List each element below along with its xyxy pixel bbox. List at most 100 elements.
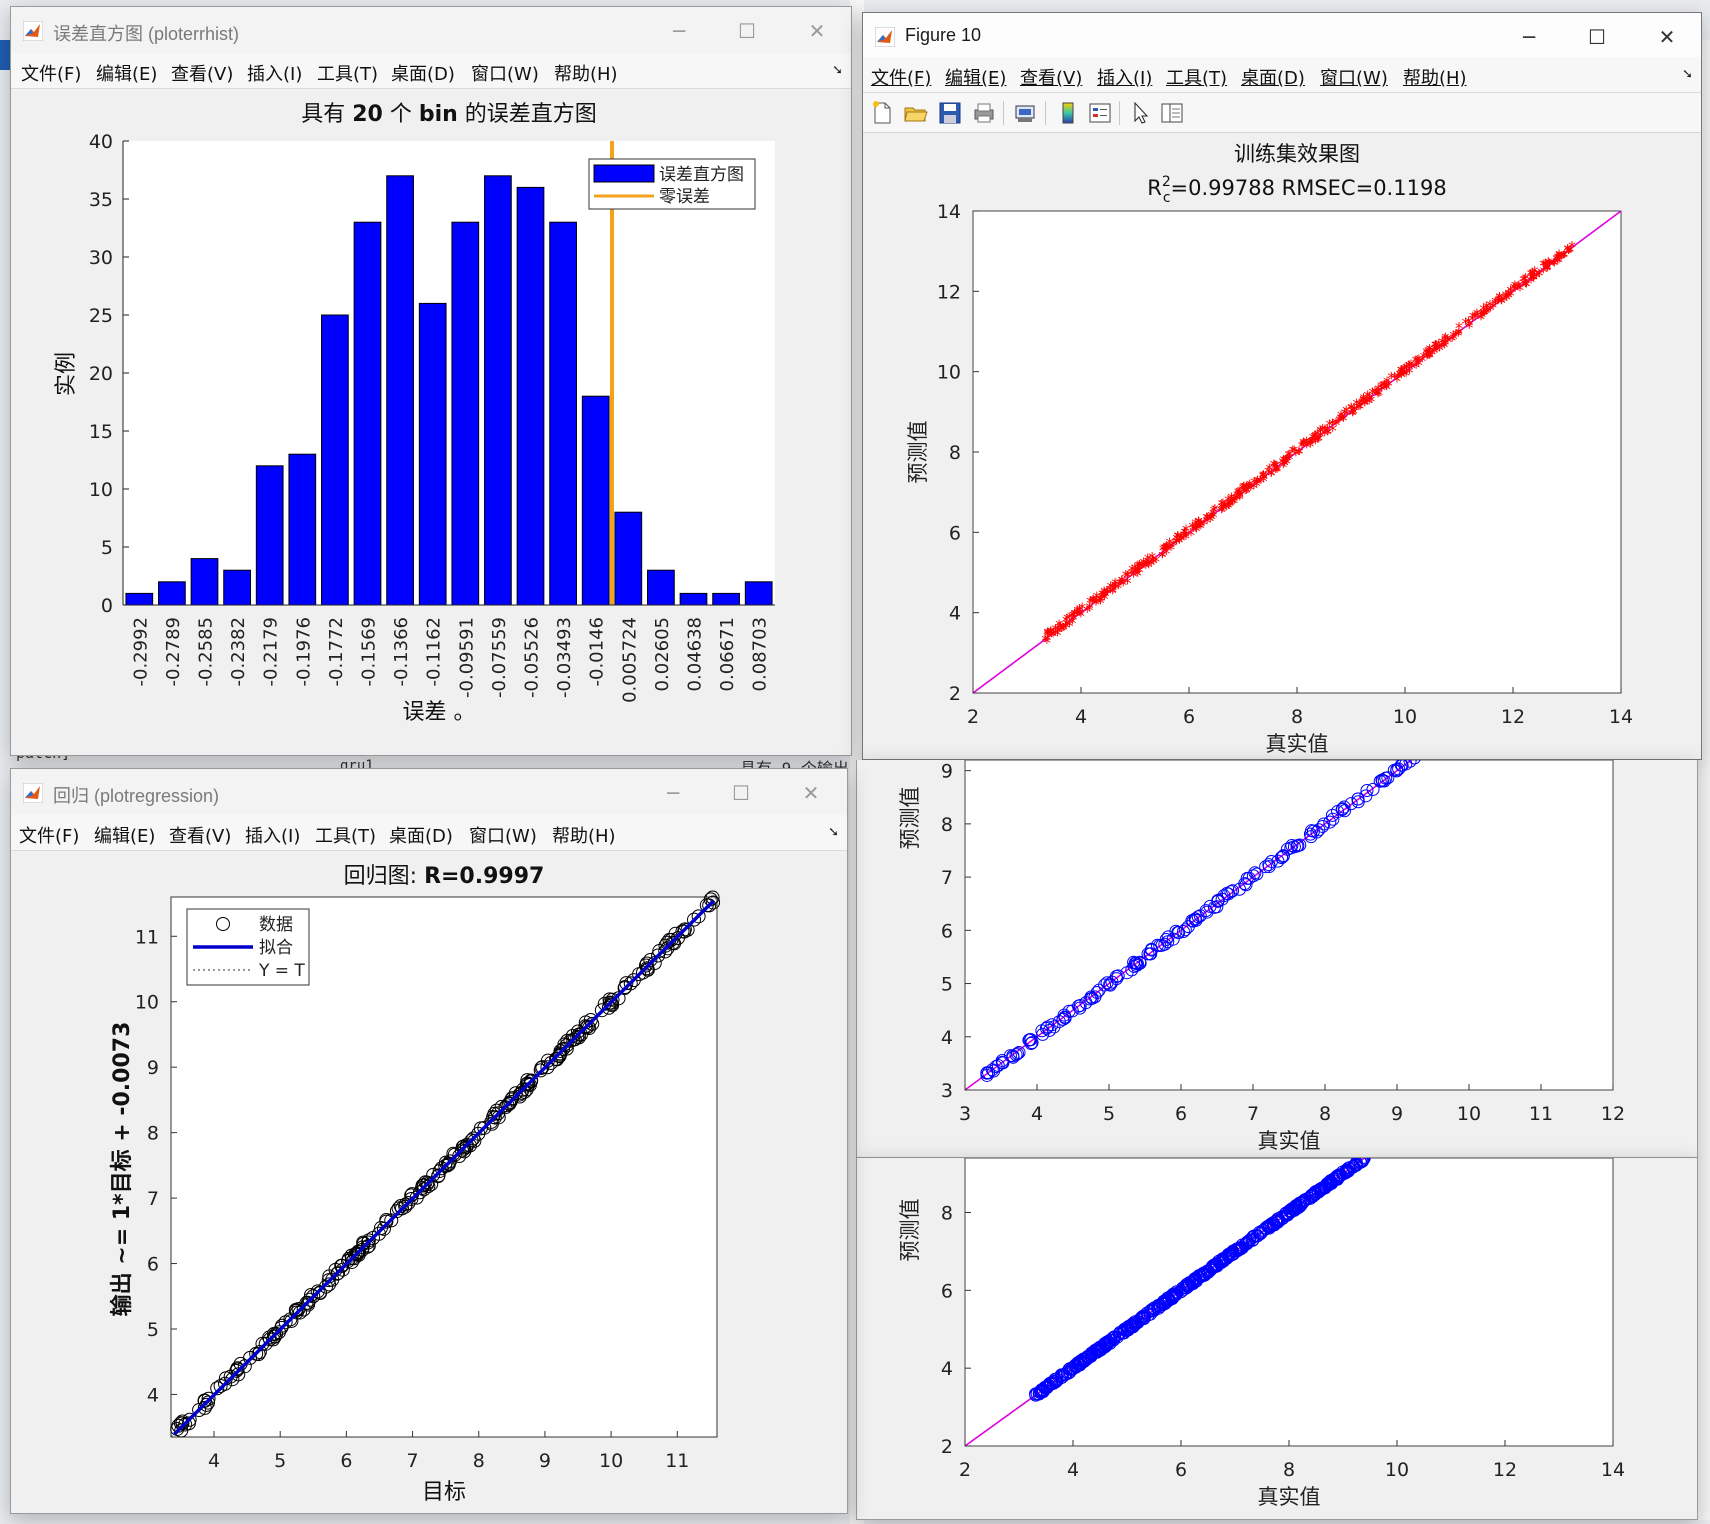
menu-edit[interactable]: 编辑(E) xyxy=(96,64,158,85)
data-point: * xyxy=(1123,567,1131,586)
data-point: * xyxy=(1144,555,1152,574)
mid-figure-window[interactable]: 3 4 5 6 7 8 9 10 11 12 3 4 5 6 7 8 9 真实值 预测值 xyxy=(856,760,1698,1158)
y-tick-label: 11 xyxy=(135,926,159,948)
minimize-button[interactable]: ─ xyxy=(672,19,686,43)
data-point: * xyxy=(1313,425,1321,444)
menu-desktop[interactable]: 桌面(D) xyxy=(1241,68,1305,89)
menu-help[interactable]: 帮助(H) xyxy=(552,826,616,847)
figure10-titlebar[interactable]: Figure 10 ─ ☐ ✕ xyxy=(863,13,1701,61)
close-button[interactable]: ✕ xyxy=(802,781,820,805)
data-point: * xyxy=(1319,421,1327,440)
minimize-button[interactable]: ─ xyxy=(666,781,680,805)
menu-insert[interactable]: 插入(I) xyxy=(1097,68,1153,89)
data-point: * xyxy=(1296,444,1304,463)
pointer-icon[interactable] xyxy=(1127,100,1153,126)
data-point: * xyxy=(1428,345,1436,364)
data-point: * xyxy=(1347,400,1355,419)
save-icon[interactable] xyxy=(937,100,963,126)
legend-icon[interactable] xyxy=(1087,100,1113,126)
regression-window[interactable]: 回归 (plotregression) ─ ☐ ✕ 文件(F) 编辑(E) 查看… xyxy=(10,768,848,1514)
background-blue-strip xyxy=(0,40,10,70)
data-point xyxy=(1399,760,1413,771)
data-point: * xyxy=(1203,513,1211,532)
menu-desktop[interactable]: 桌面(D) xyxy=(391,64,455,85)
menu-view[interactable]: 查看(V) xyxy=(169,826,232,847)
data-point: * xyxy=(1528,265,1536,284)
data-point: * xyxy=(1104,584,1112,603)
data-point: * xyxy=(1182,529,1190,548)
close-button[interactable]: ✕ xyxy=(1658,25,1676,49)
data-point: * xyxy=(1378,380,1386,399)
data-point: * xyxy=(1432,339,1440,358)
dock-arrow-icon[interactable]: ➘ xyxy=(828,825,839,840)
menu-tools[interactable]: 工具(T) xyxy=(317,64,379,85)
data-point xyxy=(462,1138,477,1153)
data-point xyxy=(1272,1214,1286,1228)
menu-tools[interactable]: 工具(T) xyxy=(1166,68,1228,89)
maximize-button[interactable]: ☐ xyxy=(732,781,750,805)
dock-arrow-icon[interactable]: ➘ xyxy=(1682,67,1693,82)
menu-insert[interactable]: 插入(I) xyxy=(247,64,303,85)
menu-window[interactable]: 窗口(W) xyxy=(469,826,537,847)
data-point: * xyxy=(1310,430,1318,449)
x-tick-label: 4 xyxy=(1067,1459,1079,1481)
data-point xyxy=(210,1381,225,1396)
regression-titlebar[interactable]: 回归 (plotregression) ─ ☐ ✕ xyxy=(11,769,847,817)
menu-view[interactable]: 查看(V) xyxy=(171,64,234,85)
data-point xyxy=(1043,1023,1057,1037)
y-tick-label: 12 xyxy=(937,281,961,303)
data-point: * xyxy=(1418,351,1426,370)
data-point: * xyxy=(1051,624,1059,643)
menu-window[interactable]: 窗口(W) xyxy=(1320,68,1388,89)
data-point: * xyxy=(1047,626,1055,645)
data-point: * xyxy=(1226,495,1234,514)
menu-file[interactable]: 文件(F) xyxy=(19,826,80,847)
data-point: * xyxy=(1092,593,1100,612)
menu-view[interactable]: 查看(V) xyxy=(1020,68,1083,89)
data-point: * xyxy=(1092,595,1100,614)
x-axis-label: 误差 。 xyxy=(403,700,476,725)
menu-edit[interactable]: 编辑(E) xyxy=(945,68,1007,89)
errhist-titlebar[interactable]: 误差直方图 (ploterrhist) ─ ☐ ✕ xyxy=(11,7,851,55)
minimize-button[interactable]: ─ xyxy=(1522,25,1536,49)
maximize-button[interactable]: ☐ xyxy=(738,19,756,43)
close-button[interactable]: ✕ xyxy=(808,19,826,43)
menu-help[interactable]: 帮助(H) xyxy=(554,64,618,85)
data-point: * xyxy=(1528,265,1536,284)
menu-insert[interactable]: 插入(I) xyxy=(245,826,301,847)
data-point: * xyxy=(1298,437,1306,456)
menu-desktop[interactable]: 桌面(D) xyxy=(389,826,453,847)
errhist-window[interactable]: 误差直方图 (ploterrhist) ─ ☐ ✕ 文件(F) 编辑(E) 查看… xyxy=(10,6,852,756)
data-point: * xyxy=(1424,348,1432,367)
data-point: * xyxy=(1225,498,1233,517)
data-point xyxy=(1189,913,1203,927)
menu-edit[interactable]: 编辑(E) xyxy=(94,826,156,847)
data-point xyxy=(431,1169,446,1184)
y-tick-label: 7 xyxy=(941,867,953,889)
property-panel-icon[interactable] xyxy=(1159,100,1185,126)
data-point: * xyxy=(1505,288,1513,307)
menu-window[interactable]: 窗口(W) xyxy=(471,64,539,85)
maximize-button[interactable]: ☐ xyxy=(1588,25,1606,49)
data-point xyxy=(1072,1357,1086,1371)
bottom-figure-window[interactable]: 2 4 6 8 10 12 14 2 4 6 8 真实值 预测值 xyxy=(856,1158,1698,1520)
data-point xyxy=(639,956,654,971)
print-icon[interactable] xyxy=(971,100,997,126)
menu-file[interactable]: 文件(F) xyxy=(21,64,82,85)
data-point: * xyxy=(1311,427,1319,446)
menu-help[interactable]: 帮助(H) xyxy=(1403,68,1467,89)
data-point: * xyxy=(1514,278,1522,297)
data-point: * xyxy=(1225,496,1233,515)
x-axis-label: 真实值 xyxy=(1258,1485,1321,1509)
data-point: * xyxy=(1374,381,1382,400)
colorbar-icon[interactable] xyxy=(1055,100,1081,126)
open-folder-icon[interactable] xyxy=(903,100,929,126)
menu-file[interactable]: 文件(F) xyxy=(871,68,932,89)
menu-tools[interactable]: 工具(T) xyxy=(315,826,377,847)
figure10-window[interactable]: Figure 10 ─ ☐ ✕ 文件(F) 编辑(E) 查看(V) 插入(I) … xyxy=(862,12,1702,760)
data-point: * xyxy=(1260,466,1268,485)
print-preview-icon[interactable] xyxy=(1013,100,1039,126)
new-file-icon[interactable] xyxy=(869,100,895,126)
dock-arrow-icon[interactable]: ➘ xyxy=(832,63,843,78)
data-point: * xyxy=(1444,332,1452,351)
